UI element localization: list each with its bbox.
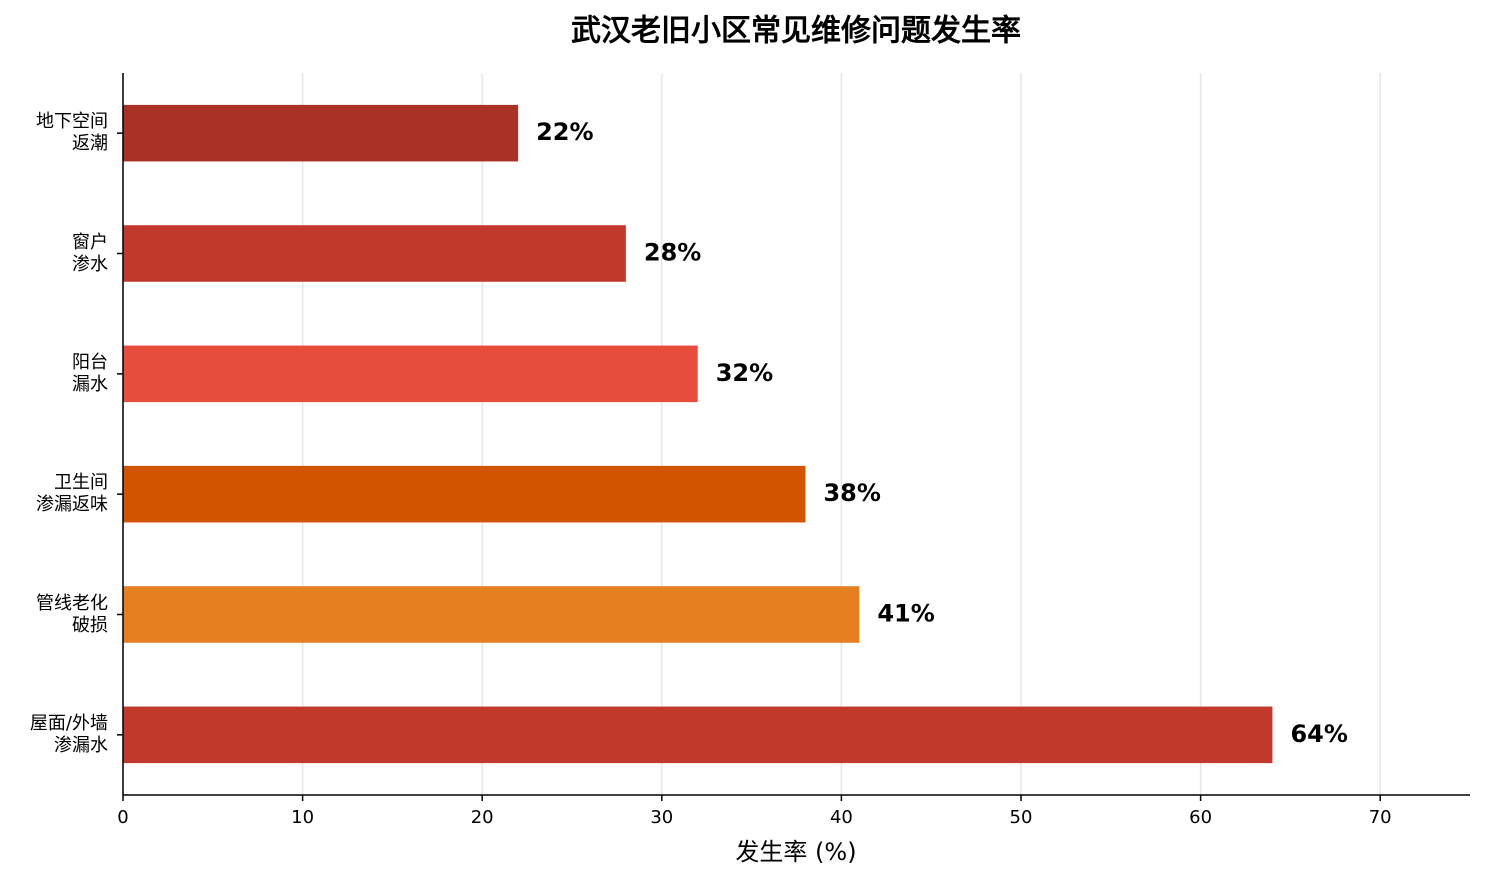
y-tick-label: 窗户 渗水 [72,231,108,275]
y-tick-label: 地下空间 返潮 [36,111,108,155]
x-tick-label: 0 [117,807,128,828]
value-label: 38% [823,479,880,507]
chart-title: 武汉老旧小区常见维修问题发生率 [571,14,1021,49]
x-tick-label: 60 [1189,807,1212,828]
y-tick-label: 阳台 漏水 [72,351,108,395]
bar [123,465,806,523]
bar [123,225,626,282]
bar [123,586,860,643]
x-tick-label: 10 [291,807,314,828]
x-tick-label: 50 [1010,807,1033,828]
y-tick-label: 卫生间 渗漏返味 [36,472,108,516]
x-tick-label: 30 [650,807,673,828]
value-label: 28% [644,239,701,267]
x-tick-label: 40 [830,807,853,828]
bar [123,706,1273,764]
value-label: 41% [877,600,934,628]
value-label: 22% [536,118,593,146]
value-label: 64% [1290,720,1347,748]
value-label: 32% [716,359,773,387]
x-tick-label: 70 [1369,807,1392,828]
bar [123,104,519,162]
y-tick-label: 屋面/外墙 渗漏水 [29,712,108,756]
bar [123,345,698,403]
x-tick-label: 20 [471,807,494,828]
x-axis-label: 发生率 (%) [735,838,856,866]
y-tick-label: 管线老化 破损 [36,592,108,636]
